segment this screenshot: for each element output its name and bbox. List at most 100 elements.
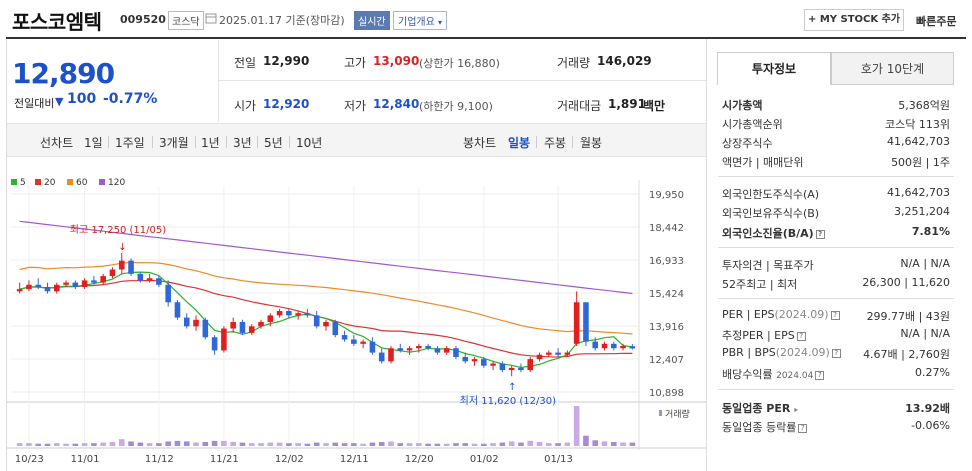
volume-bar: [341, 443, 348, 446]
volume-bar: [258, 443, 264, 446]
period-1w[interactable]: 1주일: [115, 136, 145, 150]
info-icon[interactable]: ?: [796, 331, 806, 341]
y-tick-label: 18,442: [649, 223, 684, 234]
pbr-label: PBR | BPS(2024.09)?: [722, 346, 841, 359]
base-date: 2025.01.17 기준(장마감): [219, 14, 345, 27]
info-icon[interactable]: ?: [831, 348, 841, 358]
candle-daily[interactable]: 일봉: [508, 136, 531, 150]
industry-per-label[interactable]: 동일업종 PER ▸: [722, 400, 798, 416]
volume-bar: [351, 443, 357, 446]
high-annotation: 최고 17,250 (11/05): [70, 224, 166, 236]
volume-bar: [72, 443, 79, 446]
candle-monthly[interactable]: 월봉: [580, 136, 603, 150]
period-separator: [257, 136, 258, 148]
price-chart[interactable]: 5 20 60 120 19,950 18,442 16,933 15,424 13,916 12…: [7, 170, 706, 471]
volume-bar: [546, 443, 552, 446]
candle-body: [481, 359, 487, 366]
period-separator: [572, 136, 573, 148]
volume-bar: [555, 443, 561, 446]
current-price: 12,890: [12, 57, 115, 90]
volume-bar: [378, 442, 385, 446]
candle-body: [165, 284, 171, 303]
low-label: 저가: [344, 99, 367, 113]
candle-body: [230, 321, 236, 329]
x-tick-label: 12/20: [405, 454, 434, 465]
foreign-ratio-value: 7.81%: [911, 225, 950, 238]
price-diff: 100: [67, 91, 97, 107]
dividend-label-text: 배당수익률: [722, 368, 773, 381]
summary-divider: [218, 40, 219, 122]
period-1d[interactable]: 1일: [84, 136, 103, 150]
quote-panel: [6, 39, 707, 471]
candle-body: [611, 343, 617, 349]
info-icon[interactable]: ?: [830, 310, 840, 320]
candle-body: [536, 354, 543, 360]
realtime-button[interactable]: 실시간: [354, 11, 390, 30]
add-mystock-button[interactable]: + MY STOCK 추가: [804, 9, 904, 31]
x-tick-label: 11/12: [145, 454, 174, 465]
legend-label: 120: [108, 178, 125, 188]
x-tick-label: 10/23: [15, 454, 44, 465]
stock-name: 포스코엠텍: [12, 10, 102, 34]
period-3m[interactable]: 3개월: [159, 136, 189, 150]
info-divider: [718, 298, 954, 299]
volume-bar: [221, 440, 227, 446]
calendar-icon: [205, 13, 217, 24]
period-10y[interactable]: 10년: [296, 136, 323, 150]
volume-bar: [453, 443, 459, 446]
prev-close-label: 전일: [234, 56, 257, 70]
period-toolbar: [7, 123, 706, 157]
volume-bar: [304, 443, 311, 446]
info-icon[interactable]: ?: [815, 229, 825, 239]
volume-bar: [573, 406, 580, 446]
period-1y[interactable]: 1년: [201, 136, 220, 150]
volume-bar: [230, 442, 236, 446]
candle-body: [35, 284, 41, 287]
volume-label: 거래량: [665, 408, 690, 420]
legend-label: 5: [20, 178, 26, 188]
candle-body: [63, 282, 69, 285]
period-separator: [289, 136, 290, 148]
y-tick-label: 19,950: [649, 190, 684, 201]
candle-body: [128, 260, 134, 274]
volume-bar: [583, 435, 589, 446]
tab-invest-info[interactable]: 투자정보: [717, 52, 831, 85]
volume-value: 146,029: [597, 54, 652, 68]
volume-bar: [286, 443, 292, 446]
tab-hoga-10[interactable]: 호가 10단계: [831, 52, 954, 85]
header-divider: [6, 37, 966, 39]
foreign-limit-value: 41,642,703: [887, 186, 950, 199]
info-icon[interactable]: ?: [815, 370, 825, 380]
candle-body: [490, 363, 496, 366]
period-3y[interactable]: 3년: [233, 136, 252, 150]
candle-body: [508, 367, 515, 371]
high-label: 고가: [344, 56, 367, 70]
prev-compare-label: 전일대비: [14, 97, 55, 110]
volume-bar: [295, 443, 301, 446]
chevron-right-icon: ▸: [794, 405, 799, 414]
legend-label: 20: [44, 178, 56, 188]
candle-body: [462, 356, 469, 362]
candle-body: [573, 302, 580, 344]
shares-label: 상장주식수: [722, 137, 773, 150]
candle-body: [564, 352, 571, 355]
candle-body: [156, 278, 162, 285]
candle-body: [434, 348, 441, 353]
legend-label: 60: [76, 178, 88, 188]
volume-bar: [434, 443, 441, 446]
corp-info-dropdown[interactable]: 기업개요 ▾: [393, 11, 448, 30]
pbr-period: (2024.09): [775, 346, 830, 359]
info-icon[interactable]: ?: [798, 423, 808, 433]
candle-body: [211, 337, 218, 351]
candle-body: [286, 311, 292, 316]
candle-body: [351, 339, 357, 344]
industry-change-label: 동일업종 등락률?: [722, 419, 808, 435]
period-separator: [152, 136, 153, 148]
candle-body: [601, 343, 608, 349]
period-separator: [108, 136, 109, 148]
candle-body: [248, 326, 255, 333]
quick-order-button[interactable]: 빠른주문: [916, 15, 957, 28]
est-per-label: 추정PER | EPS?: [722, 327, 806, 343]
period-5y[interactable]: 5년: [264, 136, 283, 150]
candle-weekly[interactable]: 주봉: [544, 136, 567, 150]
